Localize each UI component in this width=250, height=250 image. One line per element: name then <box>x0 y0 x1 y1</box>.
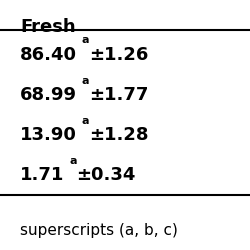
Text: ±0.34: ±0.34 <box>76 166 136 184</box>
Text: a: a <box>81 36 89 46</box>
Text: Fresh: Fresh <box>20 18 76 36</box>
Text: ±1.77: ±1.77 <box>89 86 148 104</box>
Text: 68.99: 68.99 <box>20 86 77 104</box>
Text: 86.40: 86.40 <box>20 46 77 64</box>
Text: a: a <box>81 116 89 126</box>
Text: ±1.28: ±1.28 <box>89 126 148 144</box>
Text: a: a <box>69 156 76 166</box>
Text: ±1.26: ±1.26 <box>89 46 148 64</box>
Text: a: a <box>81 76 89 86</box>
Text: superscripts (a, b, c): superscripts (a, b, c) <box>20 222 178 238</box>
Text: 1.71: 1.71 <box>20 166 64 184</box>
Text: 13.90: 13.90 <box>20 126 77 144</box>
